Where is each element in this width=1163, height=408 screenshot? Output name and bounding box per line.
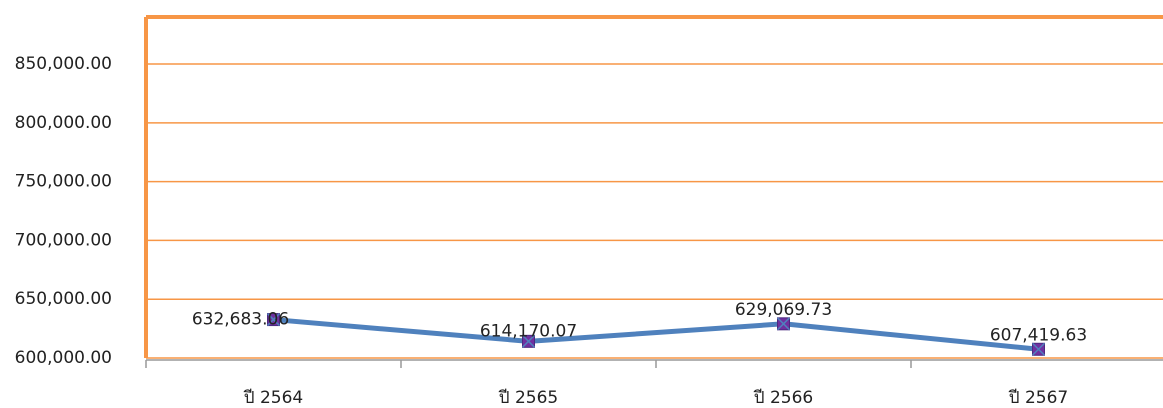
y-tick-label: 800,000.00 [15, 113, 112, 133]
y-tick-label: 750,000.00 [15, 172, 112, 192]
data-label: 629,069.73 [735, 300, 832, 320]
marker [521, 334, 536, 348]
line [273, 317, 1039, 352]
data-label: 632,683.06 [192, 310, 289, 330]
x-tick-label: ปี 2567 [1008, 388, 1068, 408]
data-label: 607,419.63 [990, 325, 1087, 345]
data-label: 614,170.07 [480, 321, 577, 341]
x-tick-label: ปี 2565 [498, 388, 558, 408]
y-tick-label: 850,000.00 [15, 54, 112, 74]
marker [1031, 342, 1046, 356]
x-tick-label: ปี 2566 [753, 388, 813, 408]
marker [776, 317, 791, 331]
y-tick-label: 650,000.00 [15, 289, 112, 309]
marker [266, 313, 281, 327]
x-tick-label: ปี 2564 [243, 388, 303, 408]
y-tick-label: 700,000.00 [15, 230, 112, 250]
y-tick-label: 600,000.00 [15, 348, 112, 368]
